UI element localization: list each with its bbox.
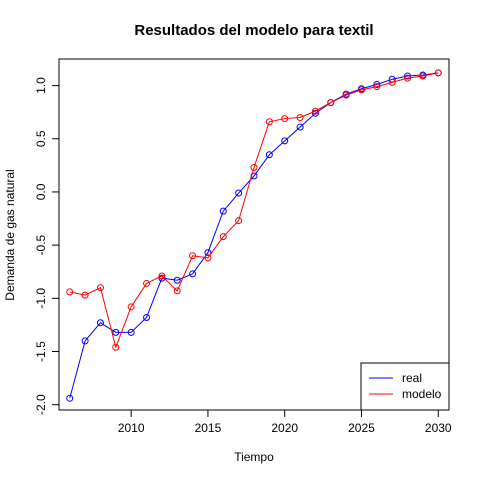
data-point-real	[404, 72, 412, 80]
data-point-modelo	[189, 252, 197, 260]
data-point-modelo	[281, 115, 289, 123]
data-point-modelo	[235, 217, 243, 225]
data-point-modelo	[112, 343, 120, 351]
data-point-modelo	[96, 284, 104, 292]
series-line-real	[69, 72, 439, 399]
data-point-real	[189, 270, 197, 278]
data-point-real	[311, 109, 319, 117]
data-point-modelo	[265, 118, 273, 126]
data-point-modelo	[311, 107, 319, 115]
data-point-real	[66, 394, 74, 402]
data-point-modelo	[419, 72, 427, 80]
data-point-modelo	[434, 69, 442, 77]
data-point-modelo	[296, 114, 304, 121]
series-layer	[66, 69, 442, 402]
data-point-modelo	[404, 74, 412, 82]
x-tick-label: 2020	[271, 421, 298, 435]
x-axis-label: Tiempo	[234, 450, 274, 464]
data-point-modelo	[250, 163, 258, 171]
data-point-real	[373, 81, 381, 89]
data-point-real	[219, 207, 227, 215]
x-tick-label: 2010	[118, 421, 145, 435]
data-point-modelo	[81, 291, 89, 299]
data-point-real	[127, 328, 135, 336]
data-point-real	[204, 249, 212, 257]
data-point-real	[250, 172, 258, 180]
data-point-modelo	[373, 83, 381, 91]
legend-label-real: real	[402, 371, 422, 385]
data-point-modelo	[357, 86, 365, 94]
y-tick-label: -1.0	[34, 288, 48, 309]
data-point-real	[143, 313, 151, 321]
y-tick-label: 0.0	[34, 183, 48, 200]
data-point-modelo	[66, 288, 74, 296]
data-point-real	[296, 123, 304, 131]
data-point-modelo	[158, 272, 166, 280]
data-point-modelo	[204, 254, 212, 262]
series-line-modelo	[69, 72, 439, 349]
data-point-real	[265, 151, 273, 159]
chart-title: Resultados del modelo para textil	[134, 22, 373, 39]
y-tick-label: -1.5	[34, 341, 48, 362]
data-point-real	[281, 137, 289, 145]
data-point-modelo	[127, 303, 135, 311]
data-point-real	[96, 319, 104, 327]
x-tick-label: 2015	[195, 421, 222, 435]
data-point-real	[173, 276, 181, 284]
data-point-modelo	[342, 91, 350, 99]
x-tick-label: 2025	[348, 421, 375, 435]
legend: real modelo	[360, 362, 450, 411]
y-axis: -2.0 -1.5 -1.0 -0.5 0.0 0.5 1.0	[34, 77, 60, 415]
y-tick-label: -0.5	[34, 234, 48, 255]
legend-label-modelo: modelo	[402, 387, 442, 401]
y-axis-label: Demanda de gas natural	[3, 169, 17, 300]
y-tick-label: 1.0	[34, 77, 48, 94]
data-point-modelo	[219, 233, 227, 241]
data-point-modelo	[388, 78, 396, 86]
data-point-modelo	[173, 287, 181, 295]
data-point-real	[235, 189, 243, 197]
data-point-modelo	[143, 279, 151, 287]
data-point-modelo	[327, 99, 335, 107]
legend-box	[360, 362, 450, 411]
data-point-real	[112, 328, 120, 336]
data-point-real	[81, 337, 89, 345]
y-tick-label: 0.5	[34, 130, 48, 147]
data-point-real	[158, 274, 166, 282]
y-tick-label: -2.0	[34, 394, 48, 415]
x-tick-label: 2030	[425, 421, 452, 435]
